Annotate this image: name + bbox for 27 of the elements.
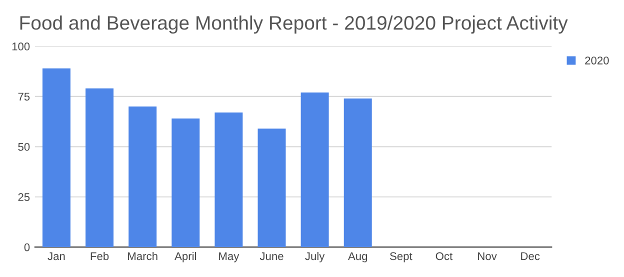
bar: [214, 112, 243, 248]
x-tick-label: Jan: [48, 252, 65, 260]
bar: [128, 106, 157, 248]
bar: [258, 128, 286, 248]
x-tick-label: April: [174, 252, 196, 262]
x-tick-label: June: [260, 252, 284, 260]
y-tick-label: 100: [12, 42, 30, 50]
x-tick-label: Nov: [478, 252, 497, 260]
bar: [344, 98, 372, 248]
x-tick-label: Feb: [90, 252, 109, 260]
x-tick-label: March: [128, 252, 158, 260]
x-tick-label: July: [305, 252, 325, 262]
chart-title: Food and Beverage Monthly Report - 2019/2020 Project Activity: [20, 16, 568, 34]
x-tick-label: Oct: [436, 252, 453, 260]
y-tick-label: 0: [24, 243, 30, 252]
legend-label: 2020: [585, 56, 609, 64]
bar: [86, 88, 114, 248]
bar: [300, 92, 329, 248]
y-tick-label: 25: [18, 193, 30, 202]
x-tick-label: Aug: [348, 252, 368, 262]
x-tick-label: May: [219, 252, 240, 262]
y-tick-label: 75: [18, 92, 30, 101]
bar: [42, 68, 70, 248]
x-tick-label: Sept: [390, 252, 412, 262]
y-tick-label: 50: [18, 142, 30, 151]
x-tick-label: Dec: [521, 252, 540, 260]
bar: [172, 118, 200, 248]
